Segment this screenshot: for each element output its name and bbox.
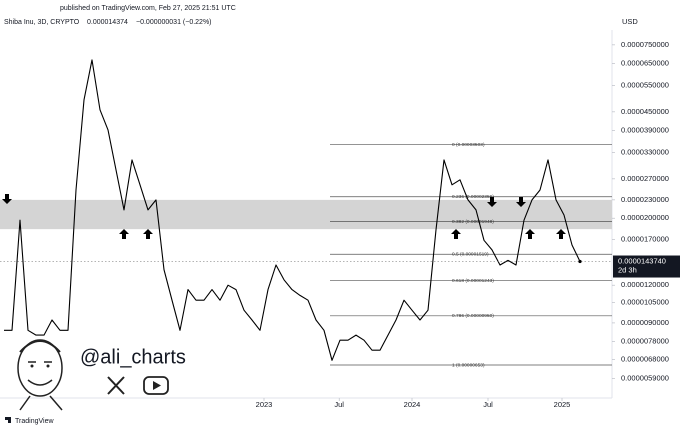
arrow [451, 229, 461, 239]
y-tick-label: 0.0000330000 [621, 148, 669, 157]
fib-label: 0.382 (0.00001948) [452, 219, 494, 225]
y-tick-label: 0.0000550000 [621, 81, 669, 90]
y-tick-label: 0.0000200000 [621, 213, 669, 222]
fib-label: 1 (0.00000653) [452, 362, 485, 368]
fib-label: 0.786 (0.00000950) [452, 313, 494, 319]
y-tick-label: 0.0000078000 [621, 337, 669, 346]
arrow [556, 229, 566, 239]
currency: USD [622, 17, 638, 26]
y-tick-label: 0.0000105000 [621, 298, 669, 307]
fib-label: 0 (0.00003503) [452, 142, 485, 148]
last-price-dot [578, 259, 582, 264]
y-tick-label: 0.0000270000 [621, 174, 669, 183]
arrow [525, 229, 535, 239]
footer-brand: TradingView [15, 418, 54, 425]
x-tick-label: 2025 [554, 400, 571, 409]
y-tick-label: 0.0000750000 [621, 40, 669, 49]
price-change: −0.000000031 (−0.22%) [136, 19, 212, 26]
y-tick-label: 0.0000230000 [621, 195, 669, 204]
fib-label: 0.236 (0.00002356) [452, 194, 494, 200]
price-label: 0.0000143740 [618, 257, 666, 266]
x-tick-label: Jul [334, 400, 344, 409]
price-label-box [613, 255, 680, 278]
plot: 0 (0.00003503) 0.236 (0.00002356) 0.382 (0… [0, 59, 612, 368]
y-tick-label: 0.0000390000 [621, 126, 669, 135]
youtube-icon [143, 376, 169, 395]
fib-label: 0.618 (0.00001243) [452, 278, 494, 284]
y-tick-label: 0.0000090000 [621, 318, 669, 327]
y-tick-label: 0.0000068000 [621, 355, 669, 364]
arrow [2, 194, 12, 204]
y-tick-label: 0.0000120000 [621, 280, 669, 289]
symbol: Shiba Inu, 3D, CRYPTO [4, 19, 80, 26]
avatar [17, 339, 63, 411]
watermark-handle: @ali_charts [80, 346, 186, 368]
last-price: 0.000014374 [87, 19, 128, 26]
x-tick-label: 2024 [404, 400, 421, 409]
x-tick-label: 2023 [256, 400, 273, 409]
x-tick-label: Jul [483, 400, 493, 409]
arrow [516, 197, 526, 207]
arrow [143, 229, 153, 239]
arrow [487, 197, 497, 207]
y-tick-label: 0.0000450000 [621, 107, 669, 116]
y-tick-label: 0.0000170000 [621, 234, 669, 243]
fib-label: 0.5 (0.00001519) [452, 252, 489, 258]
y-tick-label: 0.0000650000 [621, 59, 669, 68]
price-line [4, 59, 581, 361]
countdown: 2d 3h [618, 266, 637, 275]
arrow [119, 229, 129, 239]
tradingview-logo [5, 417, 11, 423]
published-note: published on TradingView.com, Feb 27, 20… [60, 5, 236, 12]
x-icon [107, 376, 125, 395]
zone [0, 199, 612, 230]
y-tick-label: 0.0000059000 [621, 373, 669, 382]
